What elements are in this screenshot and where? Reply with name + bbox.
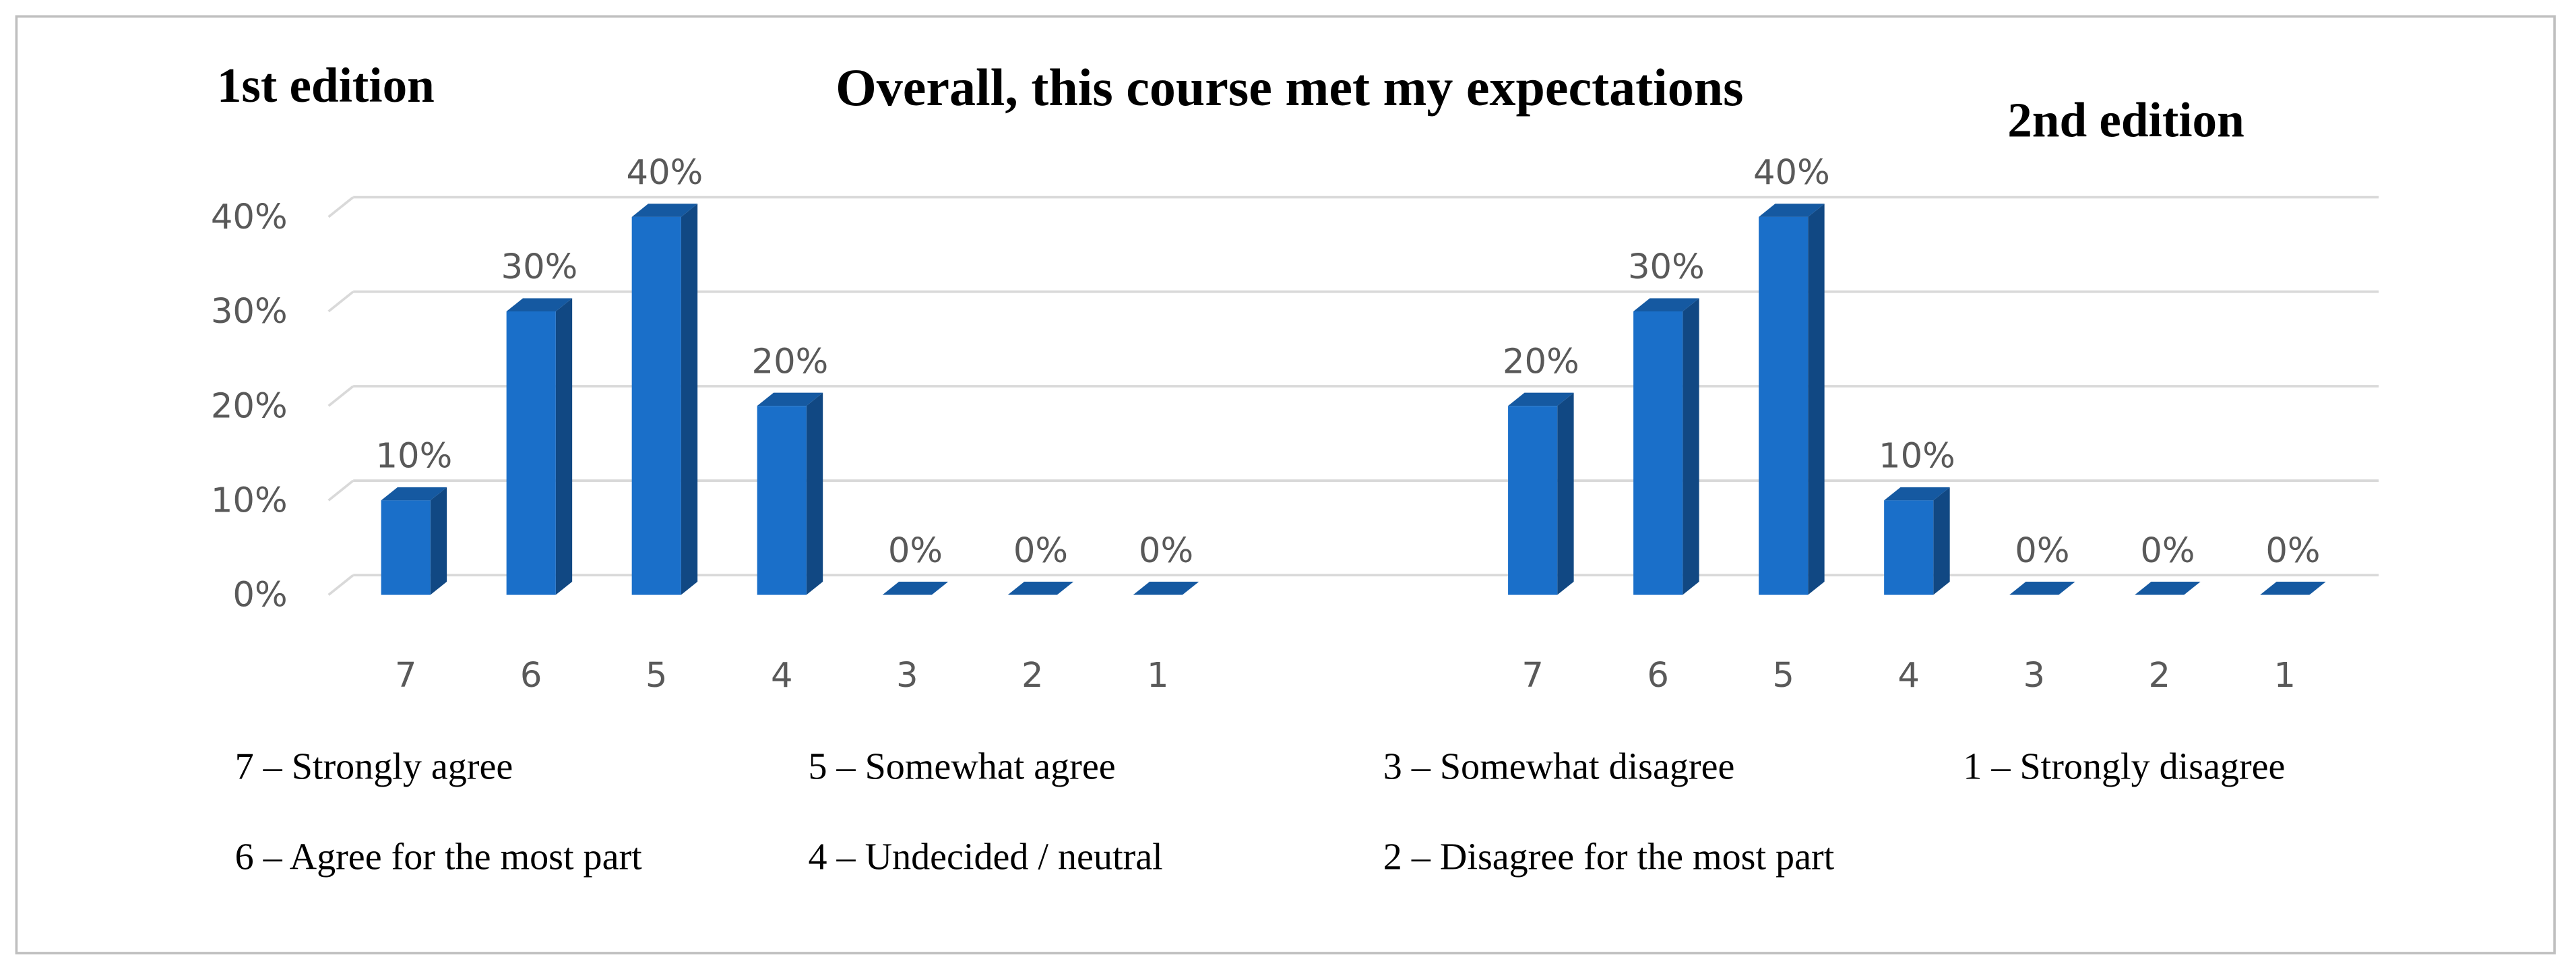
bar: [506, 311, 556, 595]
value-label: 40%: [1753, 152, 1830, 193]
value-label: 0%: [2265, 530, 2320, 571]
x-tick-label: 2: [1022, 655, 1044, 696]
bar-top: [2009, 582, 2075, 595]
legend-note: 5 – Somewhat agree: [808, 746, 1115, 788]
bar-top: [1133, 582, 1199, 595]
bar-top: [2135, 582, 2201, 595]
legend-note: 7 – Strongly agree: [235, 746, 513, 788]
grid-line: [327, 385, 354, 407]
bar: [631, 216, 681, 595]
bar-side: [1933, 487, 1950, 595]
legend-note: 3 – Somewhat disagree: [1383, 746, 1735, 788]
value-label: 0%: [2015, 530, 2069, 571]
bar-top: [506, 298, 573, 312]
bar-top: [1884, 487, 1950, 501]
x-tick-label: 4: [1897, 655, 1920, 696]
bar-side: [681, 204, 698, 595]
chart-body: Overall, this course met my expectations…: [15, 15, 2556, 954]
x-tick-label: 5: [646, 655, 668, 696]
y-tick-label: 20%: [211, 386, 288, 426]
grid-line: [327, 479, 354, 501]
bar-top: [1759, 204, 1825, 217]
bar-side: [555, 298, 573, 595]
chart-border: [15, 15, 2556, 954]
series-label: 1st edition: [217, 58, 435, 113]
bar-top: [1007, 582, 1074, 595]
bar: [1884, 500, 1934, 595]
value-label: 20%: [752, 341, 829, 382]
value-label: 30%: [1628, 247, 1705, 287]
value-label: 10%: [1879, 436, 1955, 477]
x-tick-label: 7: [1521, 655, 1544, 696]
y-tick-label: 10%: [211, 480, 288, 520]
grid-line: [327, 196, 354, 218]
bar-side: [430, 487, 447, 595]
bar-side: [1557, 392, 1574, 595]
x-tick-label: 6: [1647, 655, 1669, 696]
bar-side: [1808, 204, 1825, 595]
bar-top: [882, 582, 949, 595]
bar-top: [631, 204, 698, 217]
value-label: 10%: [375, 436, 452, 477]
legend-note: 1 – Strongly disagree: [1963, 746, 2285, 788]
value-label: 0%: [1139, 530, 1193, 571]
value-label: 0%: [1013, 530, 1068, 571]
bar-side: [806, 392, 823, 595]
x-tick-label: 7: [395, 655, 417, 696]
bar: [381, 500, 431, 595]
bar: [1508, 406, 1558, 595]
x-tick-label: 5: [1772, 655, 1794, 696]
value-label: 0%: [2140, 530, 2195, 571]
x-tick-label: 1: [2273, 655, 2296, 696]
x-tick-label: 1: [1147, 655, 1169, 696]
x-tick-label: 6: [520, 655, 542, 696]
value-label: 30%: [501, 247, 578, 287]
y-tick-label: 30%: [211, 291, 288, 332]
bar-top: [757, 392, 823, 406]
bar-top: [1633, 298, 1699, 312]
chart-title: Overall, this course met my expectations: [836, 58, 1743, 117]
bar: [1759, 216, 1809, 595]
bar-top: [381, 487, 447, 501]
x-tick-label: 3: [896, 655, 918, 696]
x-tick-label: 2: [2148, 655, 2170, 696]
y-tick-label: 40%: [211, 197, 288, 237]
legend-note: 4 – Undecided / neutral: [808, 836, 1162, 878]
series-label: 2nd edition: [2007, 92, 2244, 147]
value-label: 40%: [627, 152, 703, 193]
bar: [757, 406, 807, 595]
x-tick-label: 4: [771, 655, 793, 696]
value-label: 20%: [1503, 341, 1579, 382]
bar-top: [2260, 582, 2326, 595]
value-label: 0%: [888, 530, 943, 571]
bar-top: [1508, 392, 1574, 406]
bar-side: [1683, 298, 1699, 595]
y-tick-label: 0%: [232, 575, 287, 615]
bar: [1633, 311, 1683, 595]
x-tick-label: 3: [2023, 655, 2045, 696]
legend-note: 2 – Disagree for the most part: [1383, 836, 1835, 878]
grid-line: [327, 291, 354, 313]
legend-note: 6 – Agree for the most part: [235, 836, 642, 878]
grid-line: [327, 574, 354, 596]
